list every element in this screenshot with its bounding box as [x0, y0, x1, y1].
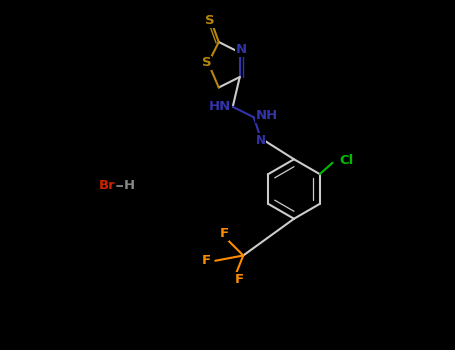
Text: S: S — [205, 14, 215, 28]
Text: HN: HN — [209, 100, 231, 113]
Text: H: H — [124, 179, 135, 192]
Text: Br: Br — [98, 179, 115, 192]
Text: F: F — [219, 227, 228, 240]
Text: F: F — [202, 254, 211, 267]
Text: F: F — [235, 273, 244, 286]
Text: S: S — [202, 56, 211, 70]
Text: N: N — [236, 43, 247, 56]
Text: Cl: Cl — [339, 154, 354, 168]
Text: N: N — [256, 133, 266, 147]
Text: NH: NH — [256, 109, 278, 122]
